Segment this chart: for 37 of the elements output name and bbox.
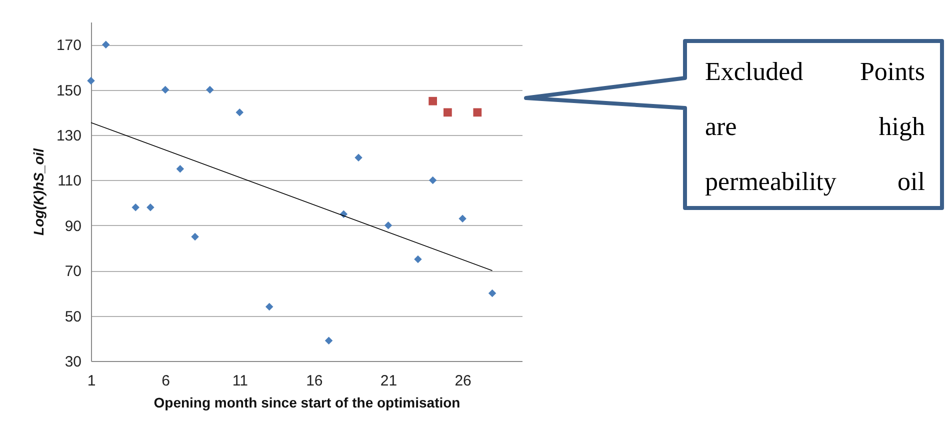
point [428,96,438,106]
y-tick-label: 70 [64,263,82,280]
y-tick-label: 50 [64,308,82,326]
point [87,76,95,85]
point [324,336,333,345]
x-tick-label: 6 [162,372,170,390]
point [384,222,392,230]
point [236,108,244,116]
point [458,214,466,222]
x-tick-label: 16 [306,372,323,390]
y-axis-title: Log(K)hS_oil [30,147,46,236]
y-tick-label: 170 [56,37,82,54]
point [444,108,452,117]
point [146,203,154,212]
point [414,255,422,264]
x-tick-label: 11 [232,372,248,390]
point [354,154,362,162]
y-tick-label: 30 [64,354,82,370]
point [176,165,184,173]
y-tick-label: 90 [64,218,82,235]
point [132,203,140,212]
point [161,86,170,94]
x-tick-label: 1 [87,372,96,390]
x-tick-label: 21 [380,372,398,390]
point [428,176,437,184]
y-tick-label: 150 [56,82,82,100]
point [265,302,274,311]
y-tick-label: 130 [56,128,82,144]
x-tick-label: 26 [454,372,472,390]
point [473,108,482,117]
point [191,232,199,241]
x-axis-title: Opening month since start of the optimisation [154,394,460,410]
point [102,40,110,48]
text: Excluded Points are high permeability oil [705,57,925,196]
point [206,86,214,94]
point [488,289,496,298]
y-tick-label: 110 [58,172,82,190]
